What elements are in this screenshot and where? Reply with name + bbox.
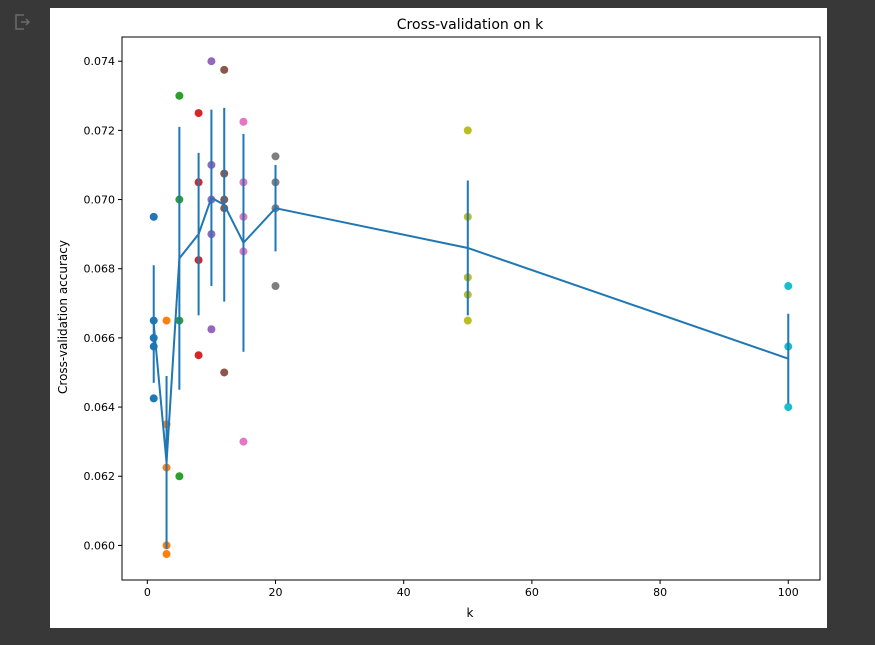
output-redirect-icon[interactable] (12, 12, 32, 32)
scatter-point (784, 403, 793, 412)
mean-accuracy-line (152, 196, 789, 463)
y-tick-label: 0.068 (84, 263, 116, 276)
y-tick-label: 0.070 (84, 194, 116, 207)
chart: Cross-validation on k k Cross-validation… (56, 17, 821, 620)
scatter-point (175, 472, 184, 481)
scatter-point (207, 57, 216, 66)
y-tick-label: 0.064 (84, 401, 116, 414)
scatter-point (463, 316, 472, 325)
scatter-point (207, 325, 216, 334)
x-tick-label: 20 (269, 586, 283, 599)
y-tick-label: 0.062 (84, 470, 116, 483)
scatter-point (220, 65, 229, 74)
x-tick-label: 40 (397, 586, 411, 599)
y-tick-label: 0.072 (84, 124, 116, 137)
x-tick-label: 60 (525, 586, 539, 599)
scatter-point (162, 316, 171, 325)
figure-canvas: Cross-validation on k k Cross-validation… (50, 8, 827, 628)
y-tick-label: 0.060 (84, 539, 116, 552)
y-tick-label: 0.066 (84, 332, 116, 345)
scatter-point (149, 394, 158, 403)
y-axis-label: Cross-validation accuracy (56, 240, 70, 394)
scatter-point (463, 126, 472, 135)
chart-title: Cross-validation on k (397, 17, 544, 33)
scatter-point (194, 351, 203, 360)
scatter-point (194, 109, 203, 118)
x-tick-label: 80 (653, 586, 667, 599)
scatter-point (784, 282, 793, 291)
scatter-point (175, 91, 184, 100)
scatter-point (239, 437, 248, 446)
scatter-point (271, 282, 280, 291)
x-tick-label: 0 (144, 586, 151, 599)
scatter-point (149, 212, 158, 221)
scatter-point (220, 368, 229, 377)
plot-frame (121, 36, 821, 581)
y-tick-label: 0.074 (84, 55, 116, 68)
scatter-point (271, 152, 280, 161)
scatter-point (162, 550, 171, 559)
x-axis-label: k (467, 606, 474, 620)
x-tick-label: 100 (778, 586, 799, 599)
scatter-point (239, 117, 248, 126)
